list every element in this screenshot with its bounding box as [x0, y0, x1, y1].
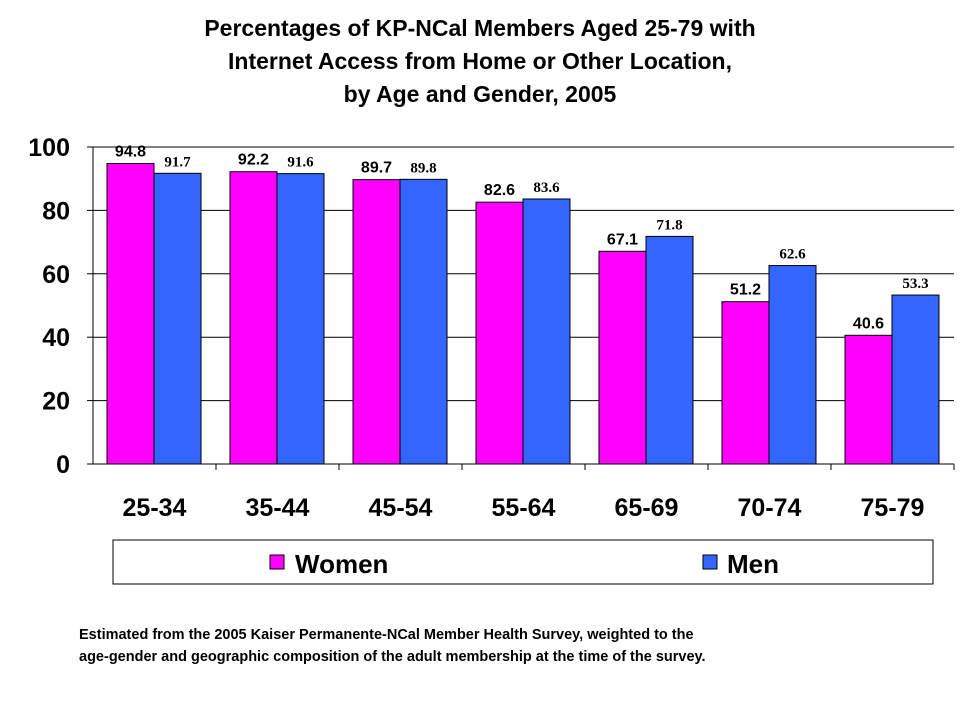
footnote-line-2: age-gender and geographic composition of… — [79, 649, 706, 665]
y-tick-label: 100 — [28, 134, 70, 162]
data-label: 71.8 — [656, 217, 682, 233]
data-label: 40.6 — [853, 315, 884, 332]
x-tick-label: 55-64 — [492, 494, 556, 522]
y-tick-label: 80 — [42, 197, 70, 225]
data-label: 83.6 — [533, 180, 560, 196]
bar-women-65-69 — [598, 250, 647, 465]
x-tick-label: 70-74 — [738, 494, 802, 522]
data-label: 94.8 — [115, 143, 146, 160]
data-label: 89.8 — [410, 160, 436, 176]
data-label: 82.6 — [484, 182, 515, 199]
legend-swatch-women — [269, 554, 285, 570]
bar-women-35-44 — [229, 171, 278, 465]
chart-title: Percentages of KP-NCal Members Aged 25-7… — [0, 12, 960, 111]
footnote: Estimated from the 2005 Kaiser Permanent… — [79, 624, 939, 668]
chart-title-line-1: Percentages of KP-NCal Members Aged 25-7… — [204, 15, 756, 41]
bar-men-45-54 — [399, 178, 448, 465]
y-tick-label: 40 — [42, 324, 70, 352]
bar-women-55-64 — [475, 201, 524, 465]
bar-women-45-54 — [352, 179, 401, 465]
data-label: 92.2 — [238, 152, 269, 169]
data-label: 91.6 — [287, 155, 314, 171]
footnote-line-1: Estimated from the 2005 Kaiser Permanent… — [79, 627, 694, 643]
legend-box — [112, 539, 934, 585]
data-label: 67.1 — [607, 231, 638, 248]
y-tick-label: 0 — [56, 451, 70, 479]
bar-women-75-79 — [844, 334, 893, 465]
data-label: 91.7 — [164, 154, 191, 170]
x-tick-label: 25-34 — [123, 494, 187, 522]
x-tick-label: 65-69 — [615, 494, 679, 522]
data-label: 89.7 — [361, 160, 392, 177]
legend-label-men: Men — [727, 549, 779, 579]
data-label: 51.2 — [730, 282, 761, 299]
y-tick-label: 20 — [42, 388, 70, 416]
bar-men-25-34 — [153, 172, 202, 465]
chart-title-line-2: Internet Access from Home or Other Locat… — [228, 48, 732, 74]
bar-men-55-64 — [522, 198, 571, 465]
legend-label-women: Women — [295, 549, 388, 579]
chart-title-line-3: by Age and Gender, 2005 — [343, 81, 617, 107]
bar-men-35-44 — [276, 173, 325, 465]
y-tick-label: 60 — [42, 261, 70, 289]
bar-women-25-34 — [106, 162, 155, 465]
bar-men-65-69 — [645, 235, 694, 465]
data-label: 53.3 — [902, 276, 928, 292]
bar-women-70-74 — [721, 301, 770, 465]
x-tick-label: 35-44 — [246, 494, 310, 522]
bar-men-70-74 — [768, 265, 817, 465]
x-tick-label: 75-79 — [861, 494, 925, 522]
data-label: 62.6 — [779, 247, 806, 263]
legend-swatch-men — [702, 554, 718, 570]
x-tick-label: 45-54 — [369, 494, 433, 522]
bar-men-75-79 — [891, 294, 940, 465]
